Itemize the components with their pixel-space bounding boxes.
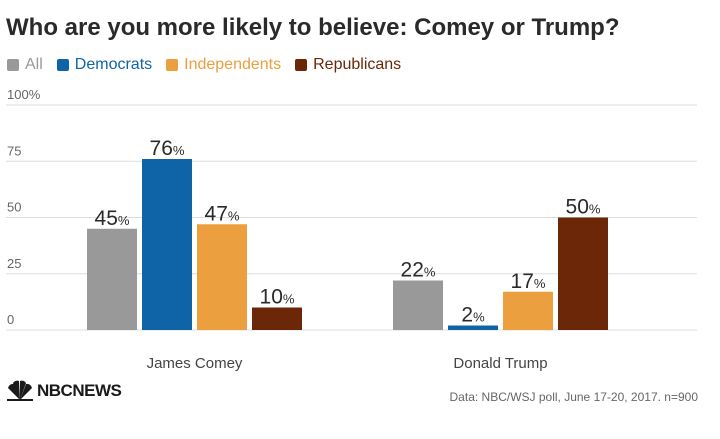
- bar-james-comey-republicans: [252, 307, 302, 330]
- bar-donald-trump-independents: [503, 291, 553, 330]
- legend-swatch-independents: [166, 59, 179, 71]
- legend-label-democrats: Democrats: [74, 56, 153, 73]
- x-category-label-donald-trump: Donald Trump: [453, 355, 547, 372]
- x-category-label-james-comey: James Comey: [147, 355, 243, 372]
- y-tick-label-25: 25: [7, 256, 21, 271]
- legend-swatch-republicans: [295, 59, 308, 71]
- bar-james-comey-independents: [197, 224, 247, 330]
- legend-item-republicans: Republicans: [295, 56, 401, 74]
- value-label-donald-trump-democrats: 2%: [461, 304, 485, 327]
- bar-donald-trump-all: [393, 280, 443, 330]
- value-label-donald-trump-all: 22%: [401, 259, 436, 282]
- y-tick-label-50: 50: [7, 200, 21, 215]
- legend-label-all: All: [25, 56, 43, 73]
- peacock-icon: [7, 380, 33, 401]
- legend-swatch-democrats: [56, 59, 69, 71]
- value-label-james-comey-democrats: 76%: [150, 137, 185, 160]
- legend-item-independents: Independents: [166, 56, 281, 74]
- data-source: Data: NBC/WSJ poll, June 17-20, 2017. n=…: [449, 390, 698, 404]
- bar-donald-trump-republicans: [558, 217, 608, 330]
- bar-james-comey-all: [87, 228, 137, 330]
- value-label-james-comey-republicans: 10%: [260, 286, 295, 309]
- y-tick-label-75: 75: [7, 143, 21, 158]
- y-tick-label-100: 100%: [7, 87, 41, 102]
- y-tick-label-0: 0: [7, 312, 14, 327]
- logo-text: NBCNEWS: [37, 381, 122, 400]
- value-label-james-comey-all: 45%: [95, 207, 130, 230]
- value-label-james-comey-independents: 47%: [205, 202, 240, 225]
- nbc-news-logo: NBCNEWS: [5, 380, 122, 402]
- bar-james-comey-democrats: [142, 159, 192, 330]
- legend-label-independents: Independents: [184, 56, 282, 73]
- legend-item-democrats: Democrats: [56, 56, 153, 74]
- chart-legend: All Democrats Independents Republicans: [7, 56, 415, 74]
- bar-donald-trump-democrats: [448, 325, 498, 330]
- legend-item-all: All: [7, 56, 43, 74]
- value-label-donald-trump-independents: 17%: [511, 270, 546, 293]
- legend-label-republicans: Republicans: [313, 56, 402, 73]
- legend-swatch-all: [7, 59, 19, 71]
- chart-title: Who are you more likely to believe: Come…: [6, 14, 620, 41]
- value-label-donald-trump-republicans: 50%: [566, 196, 601, 219]
